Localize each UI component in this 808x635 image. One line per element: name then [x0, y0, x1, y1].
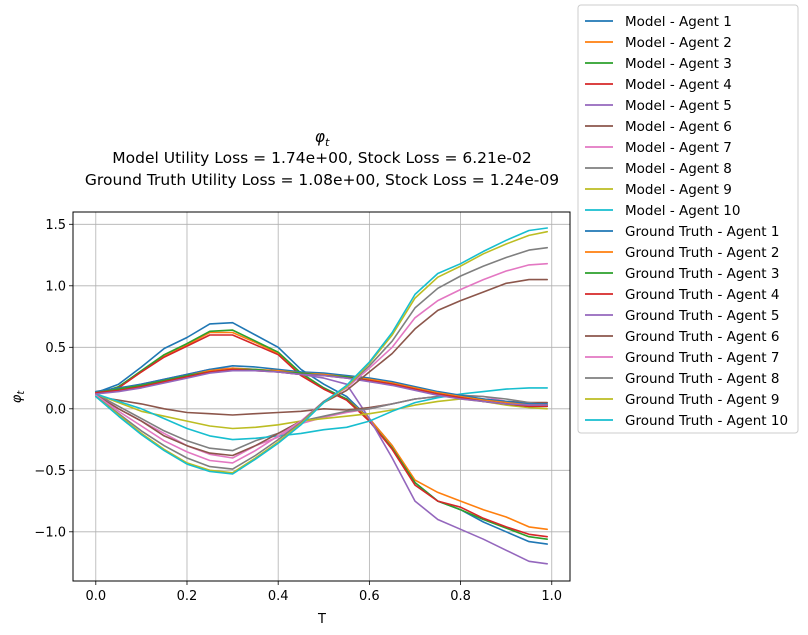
series-line-11	[95, 364, 549, 405]
legend-label: Model - Agent 4	[625, 77, 732, 93]
series-line-4	[95, 334, 549, 538]
y-tick-label: 1.0	[45, 279, 66, 294]
series-line-1	[95, 321, 549, 545]
x-tick-label: 0.6	[359, 589, 380, 604]
legend-label: Ground Truth - Agent 4	[625, 287, 779, 303]
legend-label: Ground Truth - Agent 7	[625, 350, 779, 366]
legend-label: Model - Agent 2	[625, 35, 732, 51]
y-axis-label: φt	[10, 390, 27, 404]
x-tick-label: 0.2	[177, 589, 198, 604]
legend-label: Ground Truth - Agent 2	[625, 245, 779, 261]
chart-title-subscript: t	[325, 136, 330, 149]
x-tick-label: 1.0	[541, 589, 562, 604]
legend-label: Model - Agent 9	[625, 182, 732, 198]
legend-label: Model - Agent 10	[625, 203, 740, 219]
x-tick-label: 0.8	[450, 589, 471, 604]
y-axis-label-symbol: φ	[10, 394, 25, 403]
y-tick-label: 1.5	[45, 218, 66, 233]
legend-label: Model - Agent 8	[625, 161, 732, 177]
plot-frame	[72, 211, 571, 582]
legend-label: Ground Truth - Agent 6	[625, 329, 779, 345]
series-line-20	[95, 227, 549, 475]
tick-layer: 0.0 0.2 0.4 0.6 0.8 1.0 −1.0 −0.5 0.0 0.5 1.0 1.5	[34, 218, 562, 604]
series-line-15	[95, 369, 549, 406]
y-tick-label: −0.5	[34, 464, 66, 479]
series-line-18	[95, 246, 549, 470]
x-tick-label: 0.0	[85, 589, 106, 604]
legend-label: Ground Truth - Agent 5	[625, 308, 779, 324]
y-tick-label: −1.0	[34, 525, 66, 540]
legend-label: Ground Truth - Agent 1	[625, 224, 779, 240]
y-tick-label: 0.5	[45, 341, 66, 356]
series-layer	[95, 227, 549, 565]
legend-label: Ground Truth - Agent 9	[625, 392, 779, 408]
series-line-8	[95, 393, 549, 452]
chart-title-line-1: φt	[315, 128, 330, 149]
series-line-10	[95, 387, 549, 441]
legend-label: Ground Truth - Agent 3	[625, 266, 779, 282]
legend: Model - Agent 1 Model - Agent 2 Model - Ag…	[577, 4, 799, 434]
chart-title-line-3: Ground Truth Utility Loss = 1.08e+00, St…	[85, 171, 559, 189]
legend-frame	[577, 4, 799, 434]
x-tick-label: 0.4	[268, 589, 289, 604]
legend-label: Model - Agent 3	[625, 56, 732, 72]
legend-label: Model - Agent 6	[625, 119, 732, 135]
chart-title-symbol: φ	[315, 128, 326, 146]
series-line-5	[95, 367, 549, 565]
series-line-3	[95, 329, 549, 541]
y-axis-label-subscript: t	[16, 390, 27, 395]
y-tick-label: 0.0	[45, 402, 66, 417]
legend-label: Ground Truth - Agent 8	[625, 371, 779, 387]
legend-label: Ground Truth - Agent 10	[625, 413, 788, 429]
legend-label: Model - Agent 1	[625, 14, 732, 30]
grid-layer	[73, 212, 570, 581]
legend-label: Model - Agent 7	[625, 140, 732, 156]
x-axis-label: T	[317, 612, 326, 627]
chart-title-line-2: Model Utility Loss = 1.74e+00, Stock Los…	[112, 149, 531, 167]
series-line-16	[95, 278, 549, 457]
legend-label: Model - Agent 5	[625, 98, 732, 114]
